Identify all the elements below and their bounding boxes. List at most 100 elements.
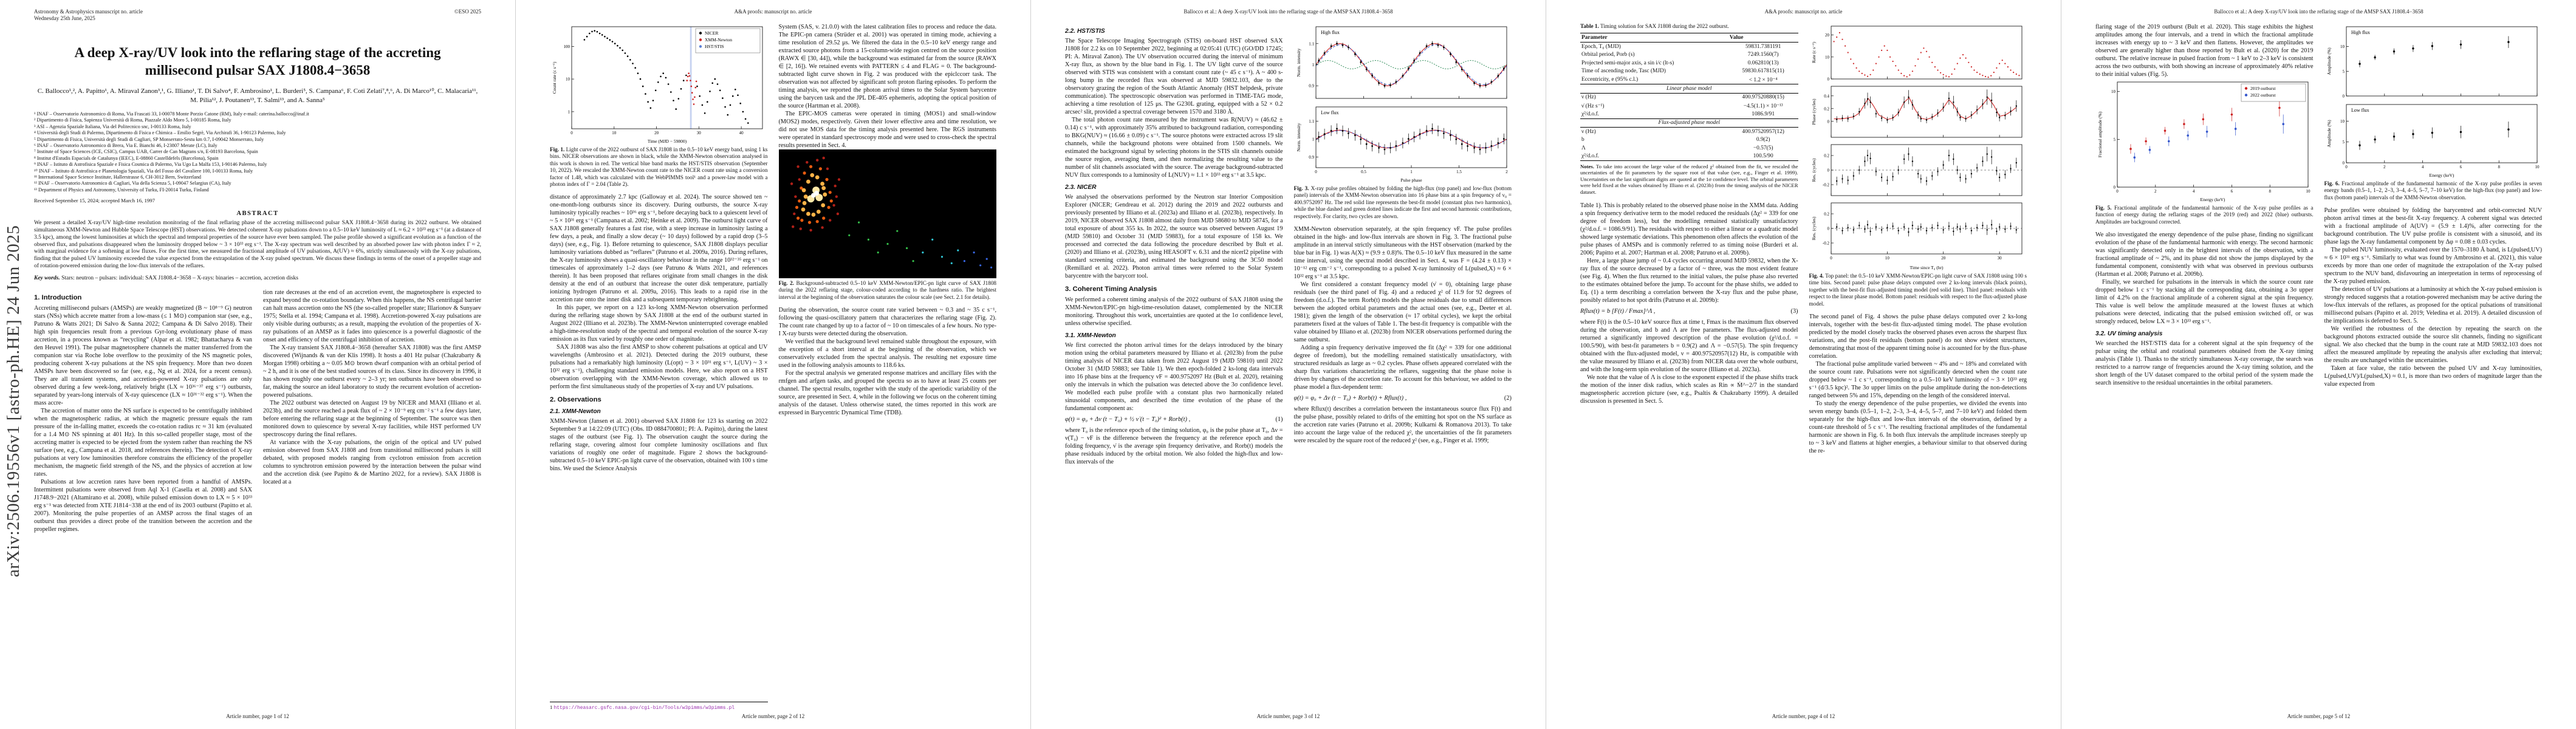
- figure-5: 0 2 4 6 8 10 0 5 10 Energy (keV) Fractional amplit…: [2095, 78, 2314, 203]
- svg-text:8: 8: [2498, 165, 2500, 169]
- figure-4-caption: Fig. 4. Top panel: the 0.5–10 keV XMM-Ne…: [1809, 273, 2027, 307]
- page-footer: Article number, page 2 of 12: [741, 713, 805, 719]
- column-right: 0 5 10 Amplitude (%) High flux 0 2 4 6 8 10 0 5 10 En…: [2324, 23, 2543, 703]
- svg-text:High flux: High flux: [2351, 30, 2370, 35]
- body-paragraph: The fractional pulse amplitude varied be…: [1809, 361, 2027, 400]
- svg-text:-0.2: -0.2: [1822, 241, 1829, 246]
- svg-text:Time (MJD − 59800): Time (MJD − 59800): [648, 139, 687, 144]
- svg-text:5: 5: [2342, 140, 2345, 145]
- svg-text:0: 0: [2342, 161, 2345, 166]
- svg-text:Count rate (c s⁻¹): Count rate (c s⁻¹): [552, 61, 557, 94]
- body-paragraph: For the spectral analysis we generated r…: [778, 370, 997, 417]
- page-4: A&A proofs: manuscript no. article Table…: [1546, 0, 2061, 729]
- equation-2-body: φ(t) = φ₀ + Δν (t − T₀) + Rorb(t) + Rflu…: [1293, 395, 1407, 402]
- page-2-header: A&A proofs: manuscript no. article: [550, 9, 996, 15]
- footnote-url[interactable]: https://heasarc.gsfc.nasa.gov/cgi-bin/To…: [553, 705, 735, 711]
- body-paragraph: We first considered a constant frequency…: [1293, 281, 1512, 344]
- page-4-header: A&A proofs: manuscript no. article: [1580, 9, 2027, 15]
- affiliation-line: ⁸ Institut d'Estudis Espacials de Catalu…: [34, 155, 219, 161]
- svg-text:Res. (cycles): Res. (cycles): [1811, 216, 1817, 240]
- figure-6-caption-text: Fractional amplitude of the fundamental …: [2324, 180, 2543, 200]
- svg-text:2: 2: [2383, 165, 2386, 169]
- svg-text:Energy (keV): Energy (keV): [2429, 173, 2454, 178]
- page-5: Ballocco et al.: A deep X-ray/UV look in…: [2061, 0, 2576, 729]
- section-heading-introduction: 1. Introduction: [34, 293, 82, 301]
- svg-text:30: 30: [697, 131, 702, 135]
- body-paragraph: Pulse profiles were obtained by folding …: [2324, 207, 2543, 246]
- body-paragraph: The accretion of matter onto the NS surf…: [34, 407, 252, 477]
- page-footer: Article number, page 4 of 12: [1772, 713, 1835, 719]
- body-paragraph: System (SAS, v. 21.0.0) with the latest …: [778, 24, 997, 109]
- figure-3-pulse-profile-low-flux: 0 0.5 1 1.5 2 0.9 1 1.1 Pulse phase Norm. intensi…: [1296, 106, 1508, 183]
- figure-5-caption-text: Fractional amplitude of the fundamental …: [2095, 205, 2314, 225]
- affiliation-line: ¹² INAF – Osservatorio Astronomico di Ca…: [34, 180, 231, 187]
- figure-6-label: Fig. 6.: [2324, 180, 2340, 187]
- body-paragraph: Pulsations at low accretion rates have b…: [34, 478, 252, 533]
- figure-3-label: Fig. 3.: [1293, 185, 1309, 191]
- table-header-value: Value: [1728, 33, 1798, 43]
- equation-1: φ(t) = φ₀ + Δν (t − T₀) + ½ ν̇ (t − T₀)²…: [1065, 416, 1283, 423]
- figure-3-caption-text: X-ray pulse profiles obtained by folding…: [1293, 185, 1512, 219]
- body-paragraph: Taken at face value, the ratio between t…: [2324, 365, 2543, 388]
- body-paragraph: flaring stage of the 2019 outburst (Bult…: [2095, 24, 2314, 78]
- svg-text:0.2: 0.2: [1824, 154, 1829, 159]
- page-footer: Article number, page 3 of 12: [1256, 713, 1320, 719]
- svg-text:2019 outburst: 2019 outburst: [2250, 86, 2276, 91]
- svg-text:10: 10: [2340, 119, 2345, 124]
- abstract-heading: ABSTRACT: [236, 210, 279, 217]
- svg-text:0: 0: [1827, 119, 1829, 124]
- arxiv-stamp: arXiv:2506.19556v1 [astro-ph.HE] 24 Jun …: [4, 225, 23, 577]
- body-paragraph: SAX J1808 was also the first AMSP to sho…: [550, 344, 768, 391]
- figure-2-caption: Fig. 2. Background-subtracted 0.5–10 keV…: [779, 280, 997, 301]
- page-3-header: Ballocco et al.: A deep X-ray/UV look in…: [1065, 9, 1512, 15]
- body-paragraph: The 2022 outburst was detected on August…: [263, 399, 481, 438]
- svg-text:1.1: 1.1: [1309, 41, 1314, 46]
- figure-1: 0 10 20 30 40 1 10 100 Time (MJD − 59800) Count r…: [550, 23, 768, 145]
- body-paragraph: The Space Telescope Imaging Spectrograph…: [1065, 38, 1283, 115]
- svg-text:10: 10: [2535, 165, 2540, 169]
- svg-text:0: 0: [2116, 189, 2119, 194]
- svg-text:5: 5: [2114, 137, 2116, 142]
- svg-text:0: 0: [570, 131, 573, 135]
- affiliation-line: ² Dipartimento di Fisica, Sapienza Unive…: [34, 117, 231, 123]
- affiliation-line: ⁵ Dipartimento di Fisica, Università deg…: [34, 136, 264, 142]
- body-paragraph: The pulsed NUV luminosity, evaluated ove…: [2324, 247, 2543, 286]
- body-paragraph: We verified that the background level re…: [778, 338, 997, 369]
- body-paragraph: The detection of UV pulsations at a lumi…: [2324, 286, 2543, 325]
- svg-text:0: 0: [1827, 77, 1829, 82]
- svg-text:XMM-Newton: XMM-Newton: [705, 37, 732, 43]
- svg-text:Time since T₀ (hr): Time since T₀ (hr): [1910, 265, 1943, 270]
- svg-text:Rate (c s⁻¹): Rate (c s⁻¹): [1811, 42, 1817, 63]
- figure-4-panel-phase: 0 0.2 0.4 Phase (cycles): [1811, 86, 2022, 138]
- svg-text:2: 2: [1506, 169, 1508, 174]
- figure-6-panel-high-flux: 0 5 10 Amplitude (%) High flux: [2326, 26, 2537, 99]
- figure-6-panel-low-flux: 0 2 4 6 8 100510Energy (keV)Amplitude (%)Low …: [2326, 104, 2540, 178]
- figure-3-caption: Fig. 3. X-ray pulse profiles obtained by…: [1294, 185, 1512, 220]
- body-paragraph: We note that the value of Λ is close to …: [1580, 374, 1798, 405]
- body-paragraph: Table 1). This is probably related to th…: [1580, 202, 1798, 256]
- body-paragraph: We searched the HST/STIS data for a cohe…: [2095, 340, 2314, 387]
- svg-text:5: 5: [2342, 69, 2345, 74]
- column-right: 0.9 1 1.1 Norm. intensity High flux 0 0.5 1 1.5…: [1294, 23, 1512, 703]
- body-paragraph: Here, a large phase jump of ~ 0.4 cycles…: [1580, 257, 1798, 304]
- footnote: 1 https://heasarc.gsfc.nasa.gov/cgi-bin/…: [550, 702, 768, 711]
- equation-1-number: (1): [1275, 416, 1283, 423]
- svg-text:Fractional amplitude (%): Fractional amplitude (%): [2097, 111, 2103, 157]
- figure-5-caption: Fig. 5. Fractional amplitude of the fund…: [2095, 205, 2314, 225]
- svg-text:NICER: NICER: [705, 30, 719, 36]
- svg-text:1: 1: [1410, 169, 1413, 174]
- author-list: C. Ballocco¹,², A. Papitto¹, A. Miraval …: [37, 87, 478, 104]
- svg-text:6: 6: [2231, 189, 2233, 194]
- svg-text:0.2: 0.2: [1824, 106, 1829, 111]
- table-row: Eccentricity, e (95% c.l.) < 1.2 × 10⁻⁴: [1581, 77, 1778, 83]
- table-1-caption: Table 1. Timing solution for SAX J1808 d…: [1580, 23, 1798, 30]
- svg-text:4: 4: [2421, 165, 2424, 169]
- received-accepted-line: Received September 15, 2024; accepted Ma…: [34, 197, 156, 204]
- subsection-heading-nicer: 2.3. NICER: [1065, 184, 1097, 191]
- affiliation-list: ¹ INAF – Osservatorio Astronomico di Rom…: [34, 111, 481, 193]
- running-head: Ballocco et al.: A deep X-ray/UV look in…: [2214, 9, 2424, 15]
- figure-4-panel-residuals-flux: 0 10 20 30 -0.2 0 0.2 Time since T₀ (hr) Res. (c…: [1811, 202, 2022, 270]
- keywords-label: Key words.: [34, 275, 60, 281]
- body-paragraph: In this paper, we report on a 123 ks-lon…: [550, 304, 768, 343]
